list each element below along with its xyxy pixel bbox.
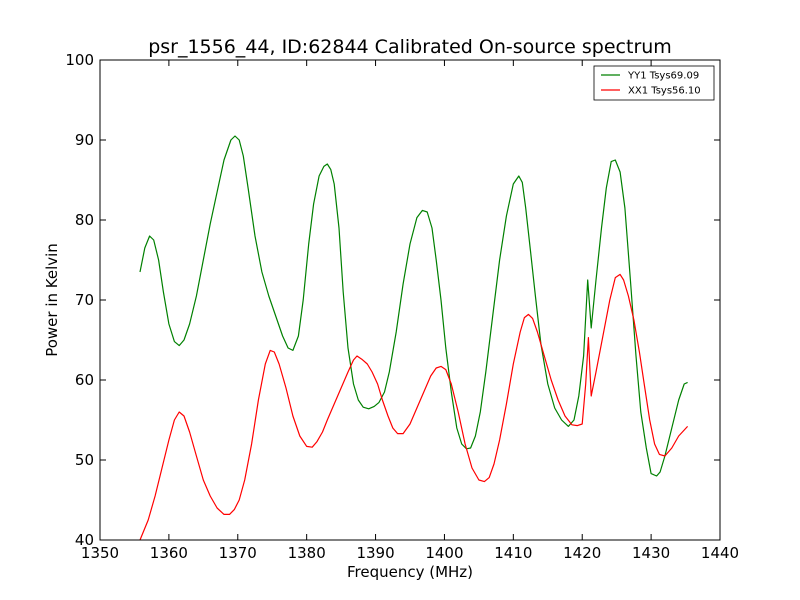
plot-frame (99, 59, 721, 541)
series-line-1 (139, 273, 689, 541)
x-tick-label: 1400 (425, 544, 463, 562)
legend-label-yy1: YY1 Tsys69.09 (627, 71, 699, 82)
x-tick-label: 1410 (494, 544, 532, 562)
x-tick-label: 1350 (81, 544, 119, 562)
y-tick-label: 80 (75, 211, 94, 229)
y-tick-label: 90 (75, 131, 94, 149)
legend: YY1 Tsys69.09 XX1 Tsys56.10 (593, 65, 715, 101)
chart-title: psr_1556_44, ID:62844 Calibrated On-sour… (148, 36, 672, 58)
x-tick-label: 1430 (632, 544, 670, 562)
y-tick-label: 70 (75, 291, 94, 309)
y-tick-label: 60 (75, 371, 94, 389)
y-tick-label: 100 (65, 51, 94, 69)
legend-box (593, 65, 715, 101)
ticks-layer: 1350 1360 1370 1380 1390 1400 1410 1420 1430 1440… (65, 51, 739, 562)
x-tick-label: 1360 (150, 544, 188, 562)
x-tick-label: 1380 (288, 544, 326, 562)
x-tick-label: 1390 (356, 544, 394, 562)
x-tick-label: 1370 (219, 544, 257, 562)
x-axis-label: Frequency (MHz) (347, 563, 473, 581)
legend-label-xx1: XX1 Tsys56.10 (628, 86, 701, 97)
y-tick-label: 40 (75, 531, 94, 549)
x-tick-label: 1440 (701, 544, 739, 562)
series-line-0 (139, 135, 688, 477)
x-tick-label: 1420 (563, 544, 601, 562)
series-layer (139, 135, 689, 541)
y-tick-label: 50 (75, 451, 94, 469)
y-axis-label: Power in Kelvin (43, 243, 61, 357)
